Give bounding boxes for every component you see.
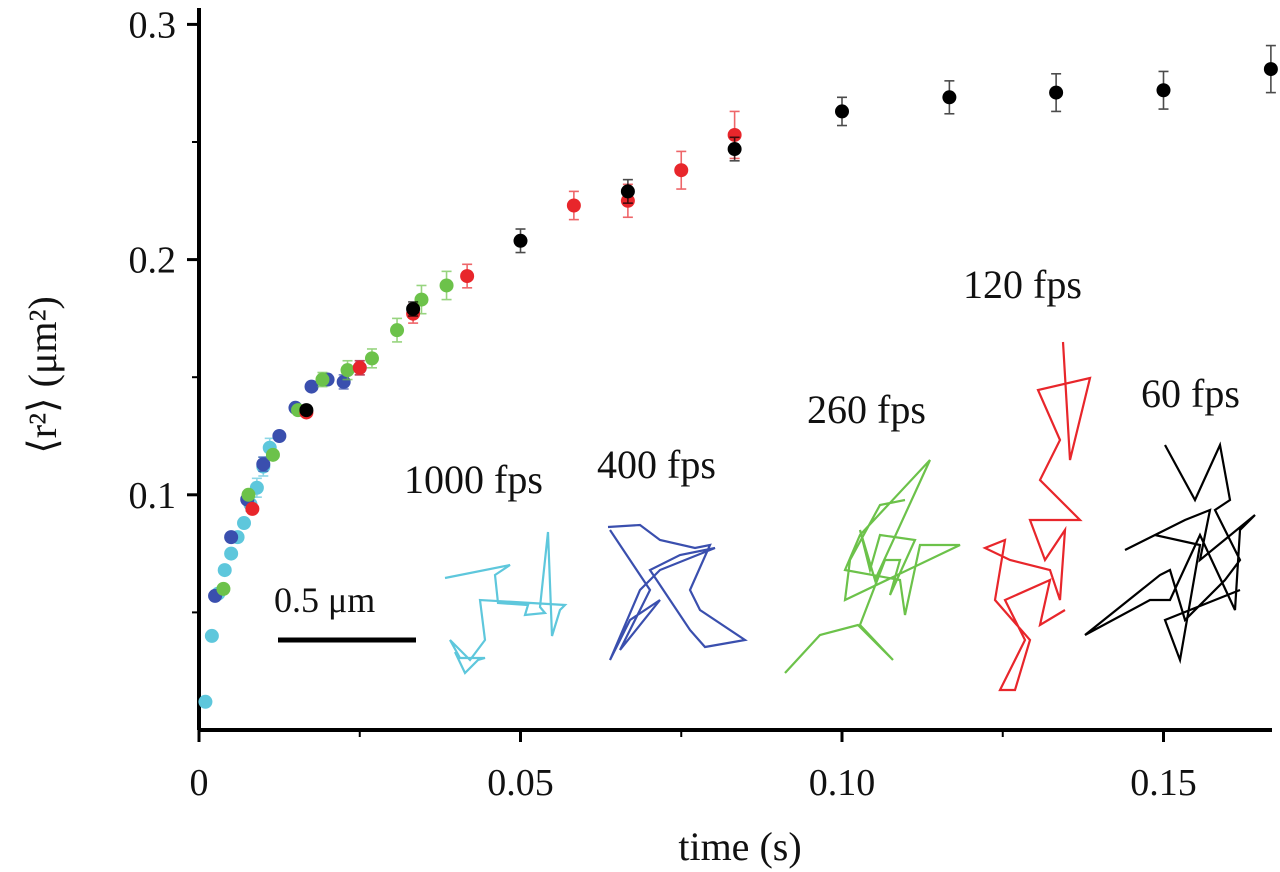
y-tick-label: 0.3	[129, 4, 177, 46]
x-axis-title: time (s)	[678, 824, 801, 869]
data-point	[304, 379, 319, 394]
data-point	[674, 163, 689, 178]
data-point	[315, 372, 330, 387]
data-point	[620, 184, 635, 199]
y-tick-label: 0.1	[129, 475, 177, 517]
x-tick-label: 0.05	[487, 762, 554, 804]
data-point	[414, 292, 429, 307]
data-point	[364, 351, 379, 366]
trace-1000fps	[444, 531, 568, 675]
data-point	[352, 360, 367, 375]
trace-label-400fps: 400 fps	[597, 442, 716, 487]
data-points	[198, 44, 1278, 709]
data-point	[224, 546, 239, 561]
data-point	[1156, 83, 1171, 98]
trace-120fps	[982, 341, 1092, 692]
data-point	[340, 363, 355, 378]
data-point	[224, 530, 239, 545]
data-point	[1049, 85, 1064, 100]
data-point	[299, 403, 314, 418]
y-axis-title: ⟨r²⟩ (μm²)	[20, 296, 65, 454]
data-point	[272, 429, 287, 443]
data-point	[439, 278, 454, 293]
trace-label-60fps: 60 fps	[1141, 371, 1240, 416]
x-ticks: 0 0.05 0.10 0.15	[190, 730, 1197, 804]
data-point	[241, 487, 256, 502]
data-point	[245, 501, 260, 516]
data-point	[727, 127, 742, 142]
series-60-fps	[299, 44, 1278, 418]
data-point	[460, 269, 475, 284]
data-point	[513, 233, 528, 248]
x-tick-label: 0.15	[1130, 762, 1197, 804]
series-1000-fps	[198, 437, 277, 709]
x-tick-label: 0.10	[809, 762, 876, 804]
y-ticks: 0.1 0.2 0.3	[129, 4, 199, 614]
data-point	[204, 628, 219, 643]
x-tick-label: 0	[190, 762, 209, 804]
data-point	[942, 90, 957, 105]
data-point	[406, 301, 421, 316]
data-point	[1263, 62, 1278, 77]
data-point	[265, 447, 280, 462]
y-tick-label: 0.2	[129, 240, 177, 282]
series-260-fps	[216, 270, 454, 596]
trace-label-1000fps: 1000 fps	[404, 457, 543, 502]
trace-label-260fps: 260 fps	[807, 387, 926, 432]
trace-60fps	[1084, 441, 1256, 665]
trace-260fps	[784, 459, 961, 674]
trajectory-labels: 1000 fps 400 fps 260 fps 120 fps 60 fps	[404, 262, 1240, 502]
trace-label-120fps: 120 fps	[963, 262, 1082, 307]
trace-400fps	[607, 523, 748, 661]
data-point	[256, 457, 271, 472]
data-point	[727, 142, 742, 157]
data-point	[217, 563, 232, 578]
scale-bar: 0.5 μm	[274, 580, 416, 643]
data-point	[237, 516, 252, 531]
trajectory-traces	[444, 341, 1256, 692]
data-point	[216, 581, 231, 596]
scale-bar-label: 0.5 μm	[274, 580, 375, 620]
axes	[197, 8, 1272, 732]
data-point	[835, 104, 849, 119]
data-point	[566, 198, 581, 213]
series-400-fps	[208, 359, 367, 603]
data-point	[198, 694, 213, 709]
data-point	[390, 323, 405, 338]
